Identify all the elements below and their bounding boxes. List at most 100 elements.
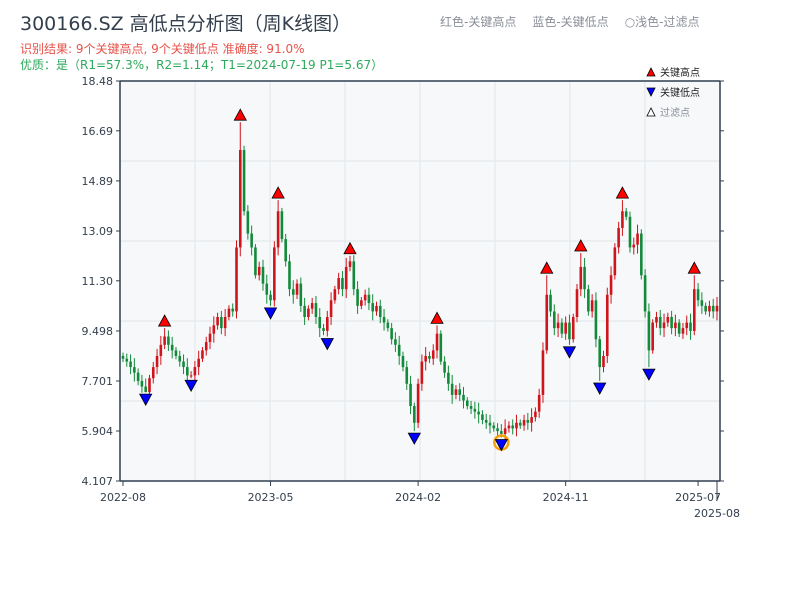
candle-body (715, 305, 719, 312)
candle-body (310, 303, 314, 309)
candle-body (186, 367, 189, 376)
candle-body (711, 305, 715, 312)
candle-body (560, 322, 564, 334)
candle-body (435, 333, 439, 351)
candle-body (507, 425, 511, 429)
candle-body (189, 375, 193, 377)
candle-body (182, 361, 185, 368)
key-low-marker (407, 432, 421, 445)
candle-body (458, 389, 462, 395)
candle-body (700, 300, 704, 306)
legend-label: 关键低点 (660, 86, 700, 99)
key-low-marker (139, 393, 153, 406)
key-low-marker (184, 379, 198, 393)
candle-body (303, 305, 306, 317)
candle-body (515, 422, 518, 429)
candle-body (587, 289, 590, 312)
key-high-marker (343, 241, 357, 255)
candle-body (511, 425, 514, 429)
candle-body (553, 311, 556, 329)
legend-label: 关键高点 (660, 66, 700, 79)
candle-body (235, 247, 238, 312)
legend-marker (646, 107, 656, 117)
candle-body (469, 406, 473, 409)
candle-body (314, 303, 318, 317)
key-low-marker (562, 346, 577, 359)
candle-body (257, 266, 261, 276)
candle-body (677, 322, 681, 334)
key-low-marker (642, 368, 656, 381)
key-low-marker (494, 439, 509, 452)
candle-body (541, 350, 545, 395)
candle-body (662, 322, 666, 329)
quality-summary: 优质：是（R1=57.3%，R2=1.14；T1=2024-07-19 P1=5… (20, 58, 384, 72)
candle-body (397, 344, 401, 356)
key-high-marker (540, 261, 554, 274)
candle-body (696, 289, 700, 301)
candle-body (621, 211, 624, 228)
candle-body (424, 355, 427, 362)
candle-body (545, 294, 549, 351)
y-tick-label: 13.09 (82, 225, 114, 238)
key-high-marker (615, 186, 630, 199)
chart-title: 300166.SZ 高低点分析图（周K线图） (20, 13, 352, 35)
candle-body (564, 322, 567, 334)
candle-body (318, 316, 322, 329)
key-high-marker (157, 314, 172, 327)
x-tick-label: 2024-02 (395, 491, 441, 504)
candle-body (299, 283, 303, 306)
candle-body (640, 233, 643, 276)
key-low-marker (593, 382, 607, 395)
candle-body (208, 333, 212, 343)
candle-body (220, 316, 223, 329)
candle-body (348, 261, 352, 267)
candle-body (155, 355, 159, 368)
candle-body (356, 289, 359, 306)
candle-body (265, 283, 269, 295)
candle-body (613, 247, 617, 276)
key-high-marker (233, 108, 247, 121)
candle-body (140, 381, 144, 387)
candle-body (609, 275, 613, 295)
candle-body (503, 428, 507, 434)
candle-body (375, 305, 378, 312)
key-low-marker (320, 338, 334, 351)
candle-body (238, 150, 242, 248)
x-tick-label: 2025-07 (675, 491, 721, 504)
candle-body (352, 261, 356, 290)
candle-body (201, 350, 204, 359)
candle-body (692, 289, 696, 331)
candle-body (605, 294, 609, 356)
candle-body (204, 342, 208, 351)
candle-body (390, 328, 393, 340)
candle-body (133, 367, 136, 373)
legend-blue-low: 蓝色-关键低点 (532, 15, 609, 29)
x-tick-label: 2025-08 (694, 507, 740, 520)
color-legend: 红色-关键高点 蓝色-关键低点 ○浅色-过滤点 (440, 15, 716, 29)
candle-body (326, 316, 329, 331)
candle-body (148, 378, 151, 393)
x-tick-label: 2023-05 (248, 491, 294, 504)
candle-body (643, 275, 647, 312)
candle-body (394, 339, 397, 345)
candle-body (254, 247, 257, 276)
candle-body (428, 355, 431, 359)
candle-body (329, 300, 333, 317)
candle-body (530, 417, 533, 423)
candle-body (632, 244, 636, 248)
candle-body (136, 372, 140, 382)
candle-body (121, 355, 125, 359)
candle-body (223, 316, 227, 329)
candle-body (522, 419, 526, 426)
candle-body (273, 247, 276, 301)
candle-body (125, 358, 129, 362)
key-high-marker (430, 311, 444, 324)
candle-body (655, 316, 658, 323)
candle-body (666, 316, 670, 323)
candle-body (518, 422, 522, 426)
legend-marker (646, 67, 656, 77)
candle-body (178, 355, 182, 362)
candle-body (534, 411, 537, 418)
candle-body (288, 261, 291, 290)
candle-body (284, 239, 287, 262)
